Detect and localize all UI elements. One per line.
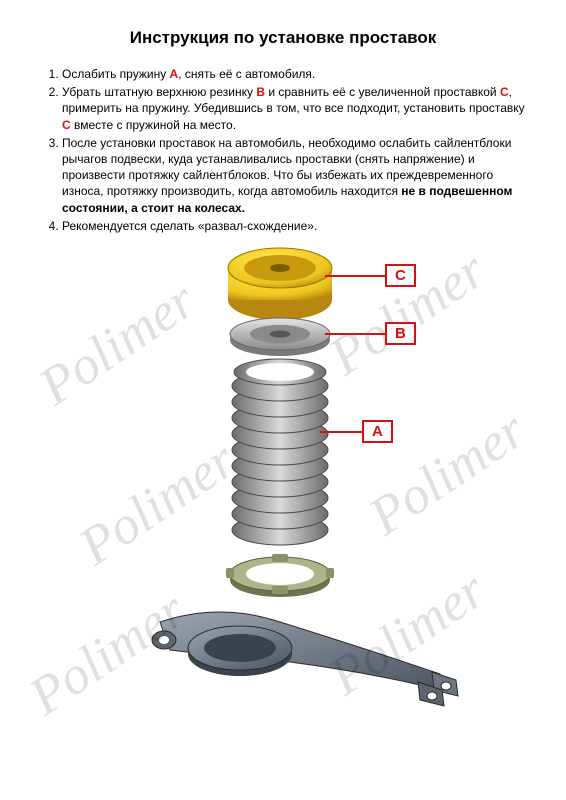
leader-line-a (320, 431, 362, 433)
step-3: После установки проставок на автомобиль,… (62, 135, 526, 216)
step-1: Ослабить пружину A, снять её с автомобил… (62, 66, 526, 82)
callout-c: C (385, 264, 416, 287)
instruction-list: Ослабить пружину A, снять её с автомобил… (40, 66, 526, 234)
leader-line-b (325, 333, 385, 335)
assembly-illustration (40, 242, 526, 722)
callout-a: A (362, 420, 393, 443)
leader-line-c (325, 275, 385, 277)
callout-b: B (385, 322, 416, 345)
part-c-spacer (228, 248, 332, 320)
part-b-rubber (230, 318, 330, 356)
spring-seat-ring (226, 554, 334, 597)
step-2: Убрать штатную верхнюю резинку B и сравн… (62, 84, 526, 133)
diagram: PolimerPolimerPolimerPolimerPolimerPolim… (40, 242, 526, 722)
part-a-spring (232, 359, 328, 545)
page-title: Инструкция по установке проставок (40, 28, 526, 48)
step-4: Рекомендуется сделать «развал-схождение»… (62, 218, 526, 234)
suspension-arm (152, 612, 458, 706)
